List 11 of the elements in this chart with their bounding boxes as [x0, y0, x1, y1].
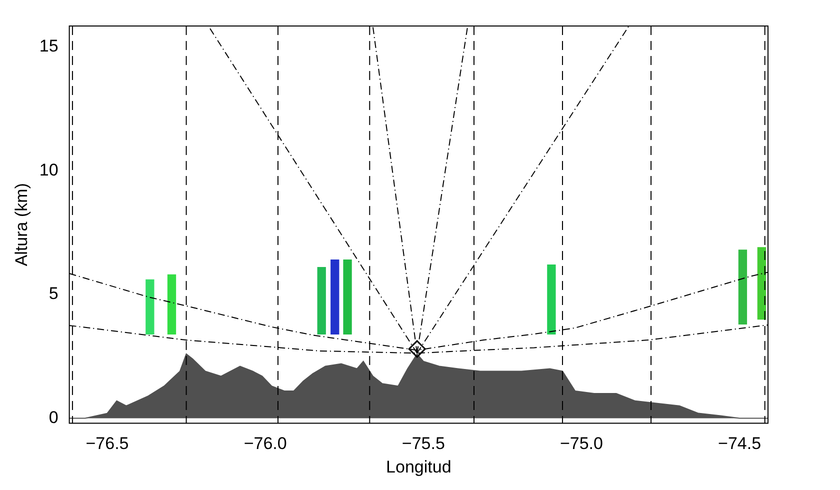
y-axis-title: Altura (km) [12, 183, 31, 266]
y-tick-label: 10 [39, 160, 58, 180]
x-tick-label: −74.5 [718, 434, 762, 454]
y-tick-label: 5 [48, 284, 58, 304]
x-tick-label: −75.0 [560, 434, 603, 454]
x-tick-label: −76.0 [244, 434, 287, 454]
x-tick-label: −76.5 [86, 434, 129, 454]
y-tick-label: 15 [39, 36, 58, 56]
x-tick-label: −75.5 [402, 434, 445, 454]
x-axis-title: Longitud [386, 457, 452, 476]
y-tick-label: 0 [48, 408, 58, 427]
